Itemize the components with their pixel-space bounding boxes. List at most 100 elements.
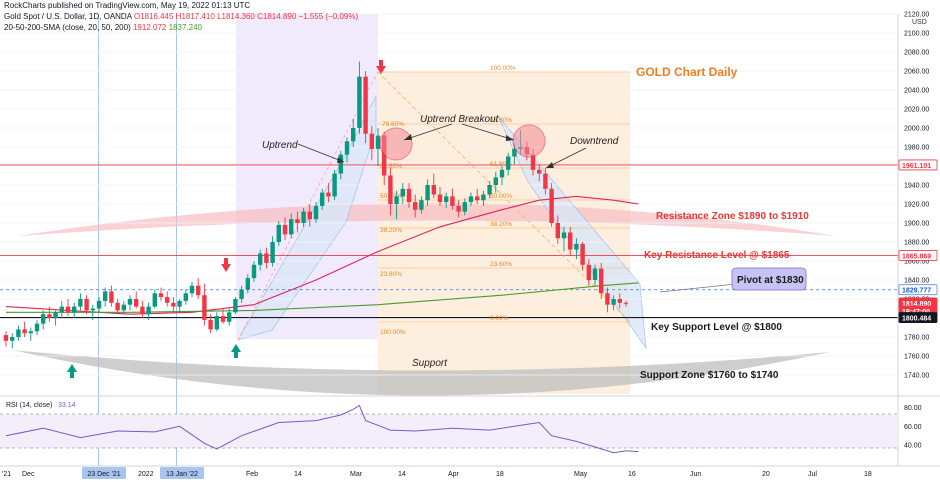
candle[interactable]	[320, 188, 325, 210]
candle[interactable]	[568, 226, 573, 256]
candle[interactable]	[146, 302, 151, 320]
candle[interactable]	[28, 327, 33, 341]
candle[interactable]	[326, 183, 331, 203]
candle[interactable]	[623, 300, 629, 307]
candle[interactable]	[202, 283, 207, 326]
candle[interactable]	[301, 207, 306, 227]
candle[interactable]	[307, 204, 312, 227]
candle[interactable]	[196, 278, 201, 299]
candle[interactable]	[599, 262, 604, 299]
candle[interactable]	[431, 173, 436, 199]
candle[interactable]	[189, 281, 195, 298]
candle[interactable]	[351, 118, 356, 148]
candle[interactable]	[388, 167, 393, 216]
candle[interactable]	[251, 261, 257, 282]
candle[interactable]	[332, 169, 337, 201]
candle[interactable]	[487, 181, 492, 199]
candle[interactable]	[369, 126, 374, 161]
candle[interactable]	[59, 300, 64, 318]
candle[interactable]	[3, 331, 9, 347]
candle[interactable]	[289, 213, 294, 239]
candle[interactable]	[462, 198, 467, 216]
candle[interactable]	[41, 310, 46, 330]
candle[interactable]	[363, 71, 368, 144]
candle[interactable]	[580, 242, 585, 271]
candle[interactable]	[270, 236, 275, 267]
candle[interactable]	[22, 321, 27, 337]
candle[interactable]	[103, 287, 108, 307]
candle[interactable]	[16, 325, 21, 341]
candle[interactable]	[313, 202, 319, 223]
candle[interactable]	[468, 192, 474, 206]
candle[interactable]	[406, 183, 412, 208]
candle[interactable]	[152, 289, 157, 309]
candle[interactable]	[592, 264, 598, 286]
candle[interactable]	[506, 152, 511, 176]
candle[interactable]	[109, 285, 114, 307]
candle[interactable]	[239, 285, 244, 303]
candle[interactable]	[115, 299, 120, 315]
candle[interactable]	[481, 190, 486, 206]
candle[interactable]	[574, 238, 579, 260]
candle[interactable]	[165, 291, 170, 307]
candle[interactable]	[549, 183, 554, 227]
candle[interactable]	[72, 302, 77, 318]
candle[interactable]	[264, 247, 269, 269]
candle[interactable]	[276, 221, 281, 246]
candle[interactable]	[344, 137, 350, 163]
candle[interactable]	[140, 300, 145, 318]
candle-body	[245, 278, 250, 290]
candle[interactable]	[34, 319, 40, 336]
candle[interactable]	[450, 188, 455, 210]
candle[interactable]	[47, 306, 52, 322]
candle[interactable]	[357, 61, 362, 134]
candle[interactable]	[53, 310, 58, 326]
candle[interactable]	[282, 217, 288, 241]
candle[interactable]	[233, 297, 238, 315]
candle[interactable]	[605, 287, 610, 313]
candle[interactable]	[425, 179, 430, 206]
candle-body	[394, 196, 399, 204]
candle[interactable]	[208, 314, 213, 334]
candle[interactable]	[456, 200, 461, 218]
candle[interactable]	[245, 274, 250, 294]
candle[interactable]	[121, 300, 126, 315]
candle[interactable]	[227, 308, 232, 326]
candle[interactable]	[10, 333, 15, 349]
candle[interactable]	[214, 312, 219, 332]
candle[interactable]	[90, 304, 95, 320]
candle[interactable]	[177, 299, 182, 313]
candle[interactable]	[375, 128, 381, 166]
candle[interactable]	[499, 166, 505, 185]
candle[interactable]	[437, 186, 443, 206]
candle[interactable]	[295, 211, 300, 233]
candle[interactable]	[444, 192, 449, 208]
candle[interactable]	[183, 289, 188, 305]
candle[interactable]	[127, 295, 133, 311]
candle[interactable]	[537, 164, 542, 182]
candle[interactable]	[258, 249, 263, 271]
candle[interactable]	[78, 293, 83, 311]
candle[interactable]	[561, 226, 567, 252]
candle[interactable]	[413, 194, 418, 218]
candle[interactable]	[611, 295, 616, 311]
candle[interactable]	[555, 215, 560, 244]
candle[interactable]	[543, 167, 548, 195]
candle[interactable]	[586, 259, 591, 286]
candle[interactable]	[338, 150, 343, 180]
candle[interactable]	[171, 297, 176, 313]
candle-body	[425, 185, 430, 201]
candle[interactable]	[220, 308, 226, 324]
candle[interactable]	[84, 295, 89, 315]
candle[interactable]	[419, 196, 424, 214]
candle[interactable]	[134, 291, 139, 309]
candle[interactable]	[475, 188, 480, 204]
candle[interactable]	[400, 183, 405, 204]
candle[interactable]	[96, 297, 102, 313]
candle[interactable]	[65, 299, 71, 317]
candle[interactable]	[493, 171, 498, 193]
candle[interactable]	[394, 190, 399, 220]
candle[interactable]	[158, 287, 164, 301]
candle[interactable]	[617, 293, 622, 309]
